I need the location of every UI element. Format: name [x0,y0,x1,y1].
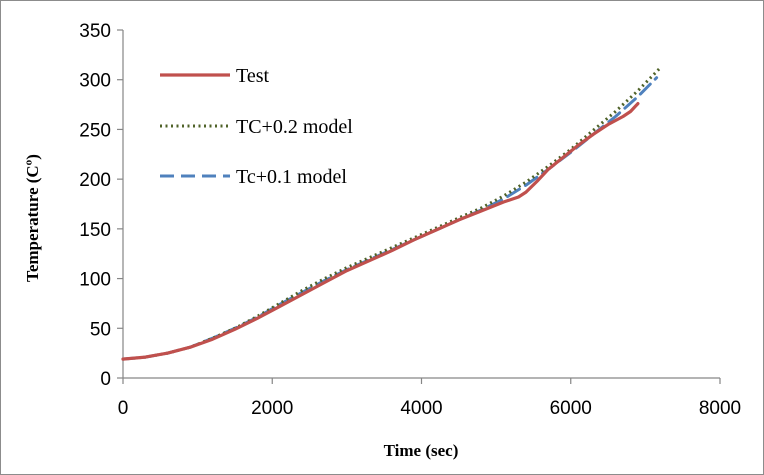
legend: Test TC+0.2 model Tc+0.1 model [160,65,353,188]
x-tick-label: 2000 [251,398,293,419]
legend-item-tc02-model: TC+0.2 model [160,116,353,138]
series-layer [121,66,662,361]
x-ticks: 0 2000 4000 6000 8000 [118,378,741,419]
legend-label-tc01-model: Tc+0.1 model [236,166,347,188]
x-tick-label: 4000 [400,398,442,419]
y-tick-label: 250 [79,120,111,141]
series-line-test [121,101,640,361]
legend-label-tc02-model: TC+0.2 model [236,116,353,138]
series-line-tc-0-2-model [122,66,662,361]
series-line-tc-0-1-model [121,76,659,361]
x-axis-title: Time (sec) [384,441,459,460]
y-tick-label: 0 [100,369,111,390]
plot-axes [122,30,720,379]
y-tick-label: 200 [79,170,111,191]
legend-item-tc01-model: Tc+0.1 model [160,166,347,188]
y-tick-label: 100 [79,270,111,291]
y-tick-label: 350 [79,21,111,42]
x-tick-label: 0 [118,398,129,419]
y-ticks: 0 50 100 150 200 250 300 350 [79,21,123,390]
legend-label-test: Test [236,65,269,87]
x-tick-label: 6000 [550,398,592,419]
y-axis-title: Temperature (Cº) [23,154,42,282]
legend-item-test: Test [160,65,269,87]
y-tick-label: 150 [79,220,111,241]
y-tick-label: 50 [90,319,111,340]
x-tick-label: 8000 [699,398,741,419]
y-tick-label: 300 [79,71,111,92]
